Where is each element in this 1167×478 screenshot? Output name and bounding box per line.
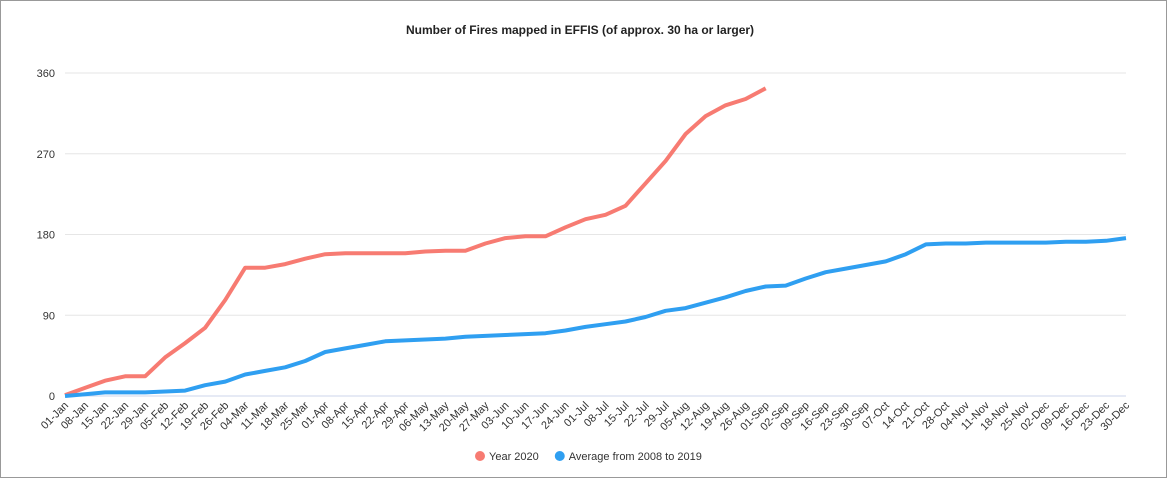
legend: Year 2020 Average from 2008 to 2019 — [475, 451, 702, 463]
line-series — [64, 86, 767, 397]
legend-label: Year 2020 — [489, 451, 539, 463]
legend-marker — [554, 451, 565, 461]
y-tick-label: 270 — [37, 149, 55, 161]
y-tick-label: 0 — [49, 391, 55, 403]
chart-title: Number of Fires mapped in EFFIS (of appr… — [406, 23, 754, 37]
legend-label: Average from 2008 to 2019 — [569, 451, 702, 463]
y-tick-label: 180 — [37, 230, 55, 242]
legend-marker — [475, 451, 485, 461]
line-series — [64, 236, 1127, 398]
y-tick-label: 90 — [43, 310, 55, 322]
y-tick-label: 360 — [37, 68, 55, 80]
